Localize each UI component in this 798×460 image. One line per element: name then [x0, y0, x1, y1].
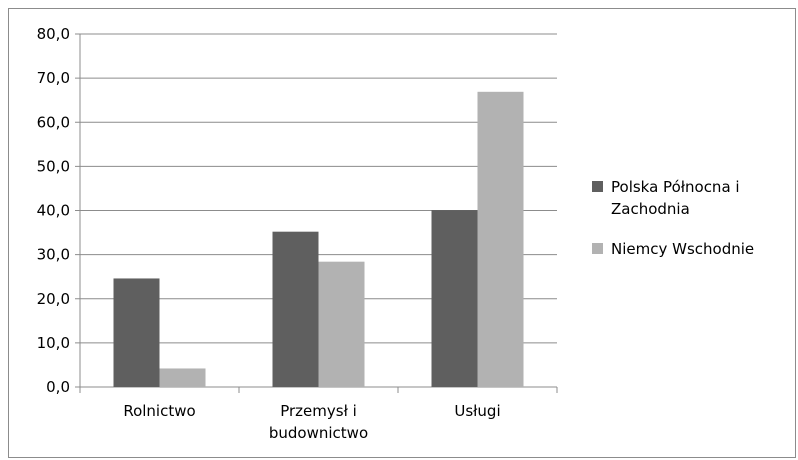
bar-1-cat-3 — [431, 210, 478, 387]
bar-1-cat-1 — [113, 278, 160, 387]
y-tick-label: 10,0 — [37, 334, 70, 352]
legend-label: Polska Północna i — [611, 178, 740, 196]
legend-label: Niemcy Wschodnie — [611, 240, 754, 258]
x-category-label: Przemysł i — [280, 402, 357, 420]
x-category-label: Usługi — [454, 402, 500, 420]
y-tick-label: 80,0 — [37, 25, 70, 43]
y-tick-label: 30,0 — [37, 246, 70, 264]
legend-label: Zachodnia — [611, 200, 690, 218]
legend-swatch-2 — [592, 243, 603, 254]
bar-2-cat-3 — [477, 91, 524, 388]
bar-2-cat-2 — [318, 261, 365, 387]
y-tick-label: 40,0 — [37, 202, 70, 220]
y-tick-label: 20,0 — [37, 290, 70, 308]
x-category-label: Rolnictwo — [123, 402, 195, 420]
legend-swatch-1 — [592, 181, 603, 192]
y-tick-label: 50,0 — [37, 157, 70, 175]
bar-1-cat-2 — [272, 231, 319, 387]
y-tick-label: 0,0 — [46, 378, 70, 396]
y-tick-label: 70,0 — [37, 69, 70, 87]
bar-2-cat-1 — [159, 368, 206, 387]
x-category-label: budownictwo — [269, 424, 368, 442]
y-tick-label: 60,0 — [37, 113, 70, 131]
